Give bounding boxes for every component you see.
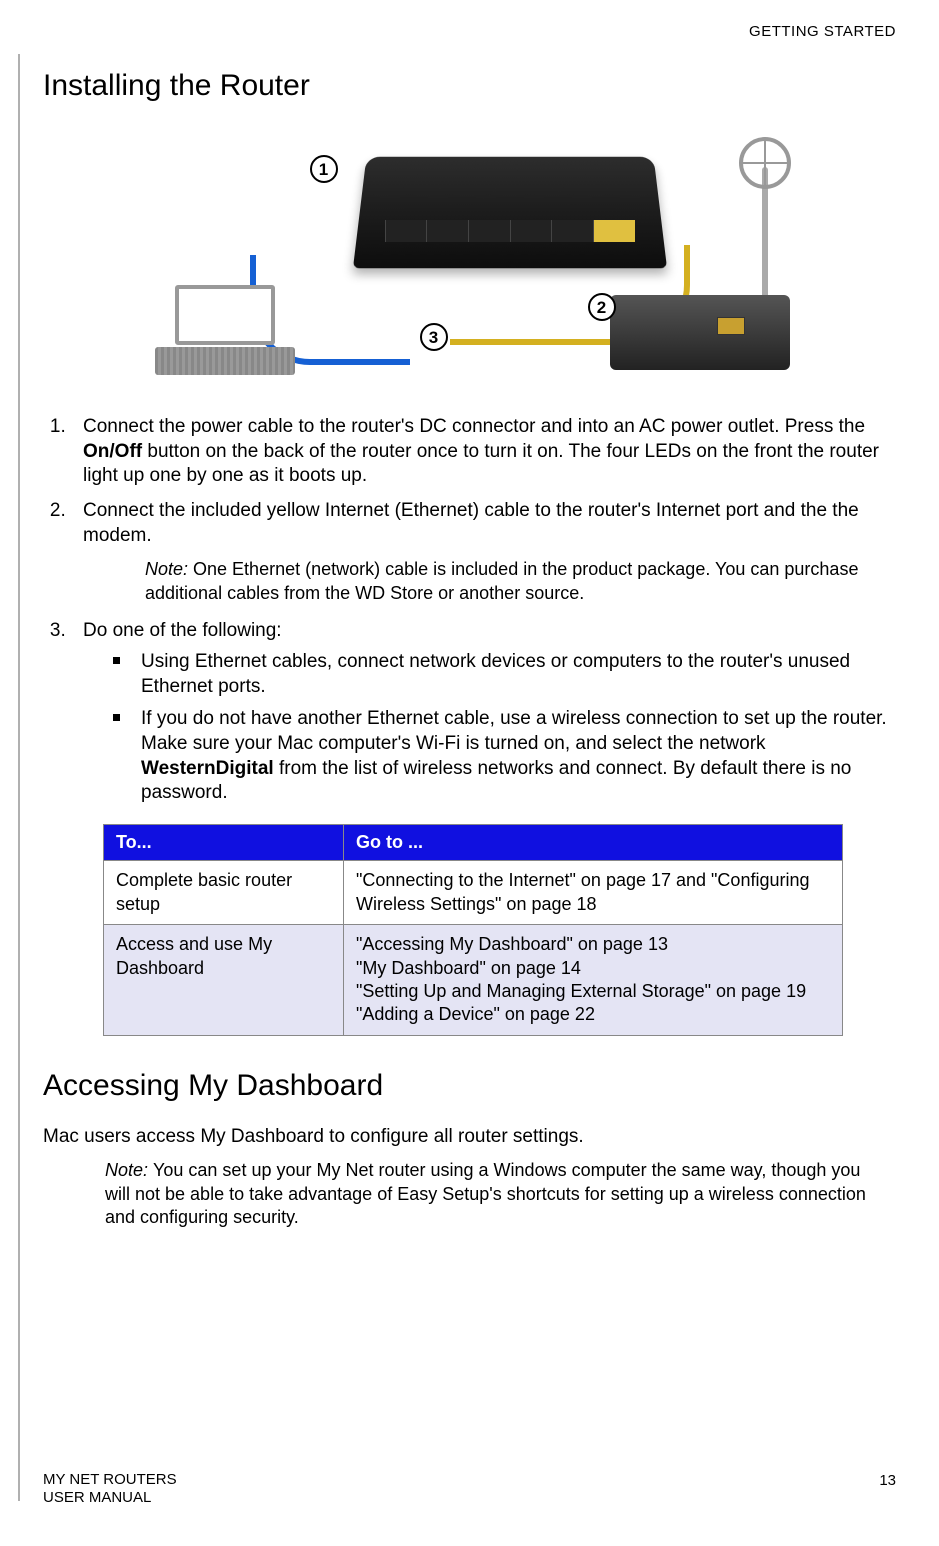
reference-table: To... Go to ... Complete basic router se…: [103, 824, 843, 1036]
footer-left: MY NET ROUTERS USER MANUAL: [43, 1471, 177, 1509]
table-header-to: To...: [104, 825, 344, 861]
callout-2: 2: [588, 293, 616, 321]
step-1-bold: On/Off: [83, 441, 142, 462]
table-row-1: Complete basic router setup "Connecting …: [104, 861, 843, 925]
router-ports: [385, 220, 635, 242]
table-r1c1: Complete basic router setup: [104, 861, 344, 925]
note-2-label: Note:: [105, 1160, 153, 1180]
step-1-text-b: button on the back of the router once to…: [83, 441, 879, 487]
router-diagram: 1 2 3: [130, 125, 810, 385]
page-footer: MY NET ROUTERS USER MANUAL 13: [43, 1471, 896, 1509]
modem-port: [717, 317, 745, 335]
table-r1c2: "Connecting to the Internet" on page 17 …: [344, 861, 843, 925]
globe-icon: [739, 137, 791, 189]
note-1: Note: One Ethernet (network) cable is in…: [145, 558, 896, 605]
note-2-text: You can set up your My Net router using …: [105, 1160, 866, 1227]
step-3-bullet-1: Using Ethernet cables, connect network d…: [113, 650, 896, 699]
step-1: Connect the power cable to the router's …: [71, 415, 896, 489]
antenna-icon: [725, 137, 805, 307]
step-1-text-a: Connect the power cable to the router's …: [83, 416, 865, 437]
step-3-bullet-2: If you do not have another Ethernet cabl…: [113, 707, 896, 806]
note-1-label: Note:: [145, 559, 193, 579]
step-3-b2-a: If you do not have another Ethernet cabl…: [141, 708, 887, 754]
table-r2c2-l2: "My Dashboard" on page 14: [356, 957, 830, 980]
step-3: Do one of the following: Using Ethernet …: [71, 619, 896, 806]
step-3-bullets: Using Ethernet cables, connect network d…: [83, 650, 896, 806]
note-2: Note: You can set up your My Net router …: [105, 1159, 896, 1229]
table-r2c2-l1: "Accessing My Dashboard" on page 13: [356, 933, 830, 956]
running-header: GETTING STARTED: [749, 22, 896, 42]
install-steps: Connect the power cable to the router's …: [43, 415, 896, 806]
table-r2c2: "Accessing My Dashboard" on page 13 "My …: [344, 925, 843, 1036]
table-r2c2-l3: "Setting Up and Managing External Storag…: [356, 980, 830, 1003]
dashboard-intro: Mac users access My Dashboard to configu…: [43, 1125, 896, 1150]
table-r2c1: Access and use My Dashboard: [104, 925, 344, 1036]
footer-line1: MY NET ROUTERS: [43, 1471, 177, 1490]
step-2: Connect the included yellow Internet (Et…: [71, 499, 896, 605]
table-row-2: Access and use My Dashboard "Accessing M…: [104, 925, 843, 1036]
table-header-goto: Go to ...: [344, 825, 843, 861]
table-r2c2-l4: "Adding a Device" on page 22: [356, 1003, 830, 1026]
laptop-icon: [155, 285, 295, 380]
footer-page-number: 13: [879, 1471, 896, 1509]
heading-dashboard: Accessing My Dashboard: [43, 1066, 896, 1105]
page-content: Installing the Router 1 2 3 Connect the …: [43, 60, 896, 1244]
footer-line2: USER MANUAL: [43, 1489, 177, 1508]
note-1-text: One Ethernet (network) cable is included…: [145, 559, 858, 602]
step-3-intro: Do one of the following:: [83, 620, 282, 641]
step-3-b2-bold: WesternDigital: [141, 758, 274, 779]
heading-installing: Installing the Router: [43, 66, 896, 105]
step-2-text: Connect the included yellow Internet (Et…: [83, 500, 859, 546]
callout-1: 1: [310, 155, 338, 183]
table-header-row: To... Go to ...: [104, 825, 843, 861]
page-left-rule: [18, 54, 20, 1501]
callout-3: 3: [420, 323, 448, 351]
modem-icon: [610, 295, 790, 370]
